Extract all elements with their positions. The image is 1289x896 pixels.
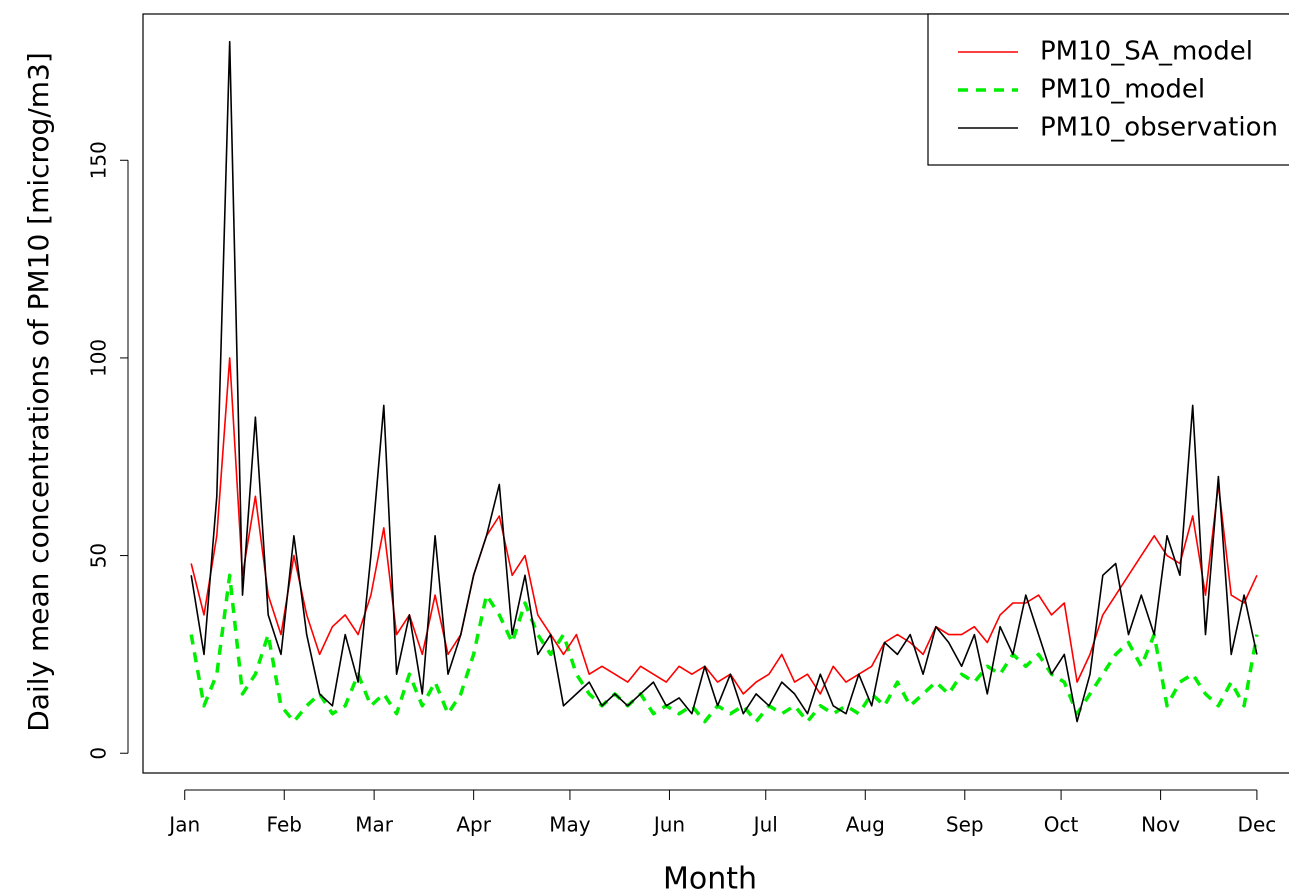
x-axis-title: Month bbox=[663, 862, 757, 896]
legend-label: PM10_model bbox=[1040, 75, 1205, 105]
x-tick-label: Sep bbox=[946, 813, 984, 837]
x-tick-label: Jan bbox=[167, 813, 200, 837]
plot-frame bbox=[142, 13, 1289, 774]
x-tick-label: Apr bbox=[456, 813, 491, 837]
x-tick-label: Aug bbox=[846, 813, 885, 837]
y-tick-label: 150 bbox=[87, 141, 111, 179]
y-axis-title: Daily mean concentrations of PM10 [micro… bbox=[22, 52, 55, 732]
legend-box bbox=[927, 13, 1289, 166]
legend-label: PM10_SA_model bbox=[1040, 37, 1253, 67]
x-tick-label: Dec bbox=[1238, 813, 1277, 837]
x-tick-label: Nov bbox=[1141, 813, 1180, 837]
x-tick-label: Jul bbox=[752, 813, 778, 837]
x-tick-label: Oct bbox=[1044, 813, 1079, 837]
x-tick-label: Jun bbox=[652, 813, 685, 837]
y-tick-label: 100 bbox=[87, 339, 111, 377]
x-tick-label: May bbox=[549, 813, 591, 837]
x-tick-label: Mar bbox=[355, 813, 394, 837]
y-tick-label: 0 bbox=[87, 747, 111, 760]
x-tick-label: Feb bbox=[267, 813, 302, 837]
y-tick-label: 50 bbox=[87, 543, 111, 568]
legend-label: PM10_observation bbox=[1040, 113, 1278, 143]
series-line bbox=[189, 573, 1259, 724]
series-line bbox=[190, 40, 1258, 723]
series-line bbox=[190, 357, 1258, 695]
